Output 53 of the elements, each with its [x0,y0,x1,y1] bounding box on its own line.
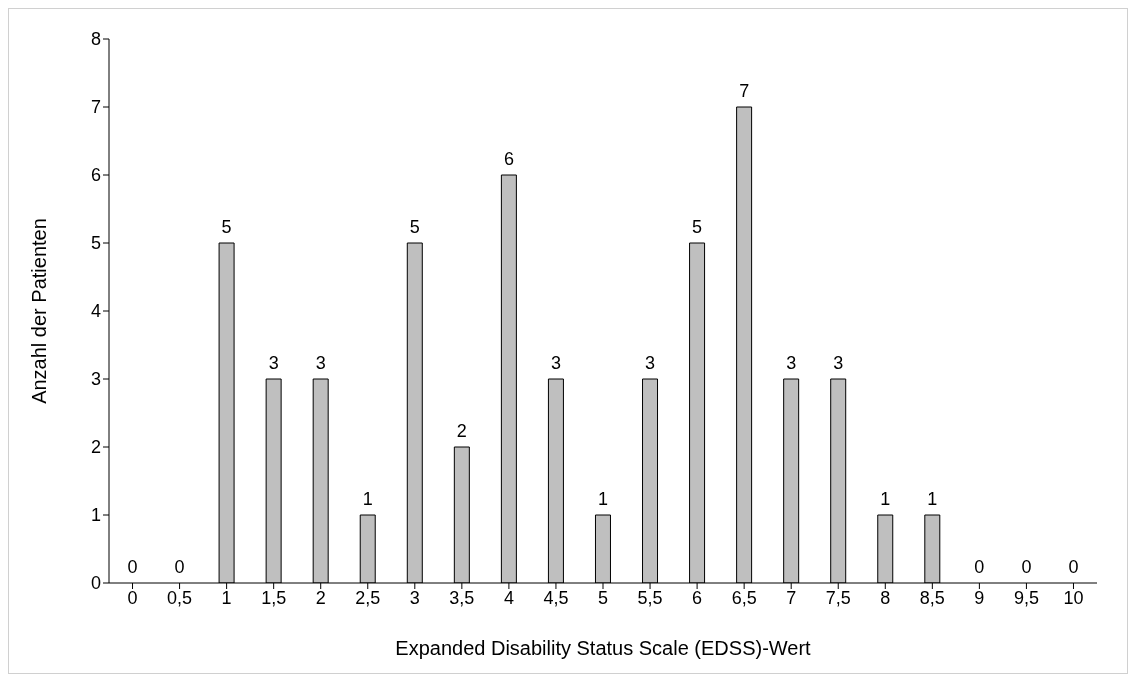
x-tick-label: 7,5 [825,587,851,608]
data-label: 1 [880,489,891,509]
data-label: 7 [739,81,750,101]
data-label: 0 [1021,557,1032,577]
data-label: 6 [503,149,514,169]
x-tick-label: 3,5 [449,587,475,608]
data-label: 3 [645,353,656,373]
x-tick-label: 3 [409,587,420,608]
data-label: 5 [692,217,703,237]
data-label: 3 [315,353,326,373]
x-tick-label: 2 [315,587,326,608]
y-tick-label: 2 [90,437,101,458]
data-label: 1 [597,489,609,509]
x-tick-label: 6,5 [731,587,757,608]
y-tick-label: 5 [90,233,101,254]
data-label: 5 [409,217,420,237]
x-tick-label: 0 [127,587,138,608]
x-tick-label: 8 [880,587,891,608]
y-tick-label: 8 [90,29,101,50]
x-tick-label: 10 [1063,587,1084,608]
data-label: 0 [127,557,138,577]
data-label: 0 [974,557,985,577]
y-tick-label: 6 [90,165,101,186]
x-tick-label: 0,5 [167,587,193,608]
x-tick-label: 9 [974,587,985,608]
x-axis-title: Expanded Disability Status Scale (EDSS)-Wert [395,637,812,659]
data-label: 3 [833,353,844,373]
data-label: 3 [550,353,561,373]
y-tick-label: 4 [90,301,101,322]
y-tick-label: 7 [90,97,101,118]
data-label: 1 [927,489,938,509]
y-tick-label: 1 [90,505,101,526]
y-tick-label: 3 [90,369,101,390]
data-label: 0 [174,557,185,577]
data-label: 0 [1068,557,1079,577]
y-axis-title: Anzahl der Patienten [28,218,51,404]
x-tick-label: 8,5 [919,587,945,608]
x-tick-label: 1,5 [261,587,287,608]
x-tick-label: 4 [503,587,514,608]
x-tick-label: 5 [597,587,609,608]
x-tick-label: 1 [221,587,232,608]
data-label: 5 [221,217,232,237]
x-tick-label: 6 [692,587,703,608]
data-label: 2 [456,421,467,441]
x-tick-label: 4,5 [543,587,569,608]
data-label: 3 [268,353,279,373]
x-tick-label: 9,5 [1013,587,1039,608]
y-tick-label: 0 [90,573,101,594]
data-label: 3 [786,353,797,373]
x-tick-label: 5,5 [637,587,663,608]
data-label: 1 [362,489,373,509]
x-tick-label: 2,5 [355,587,381,608]
x-tick-label: 7 [786,587,797,608]
